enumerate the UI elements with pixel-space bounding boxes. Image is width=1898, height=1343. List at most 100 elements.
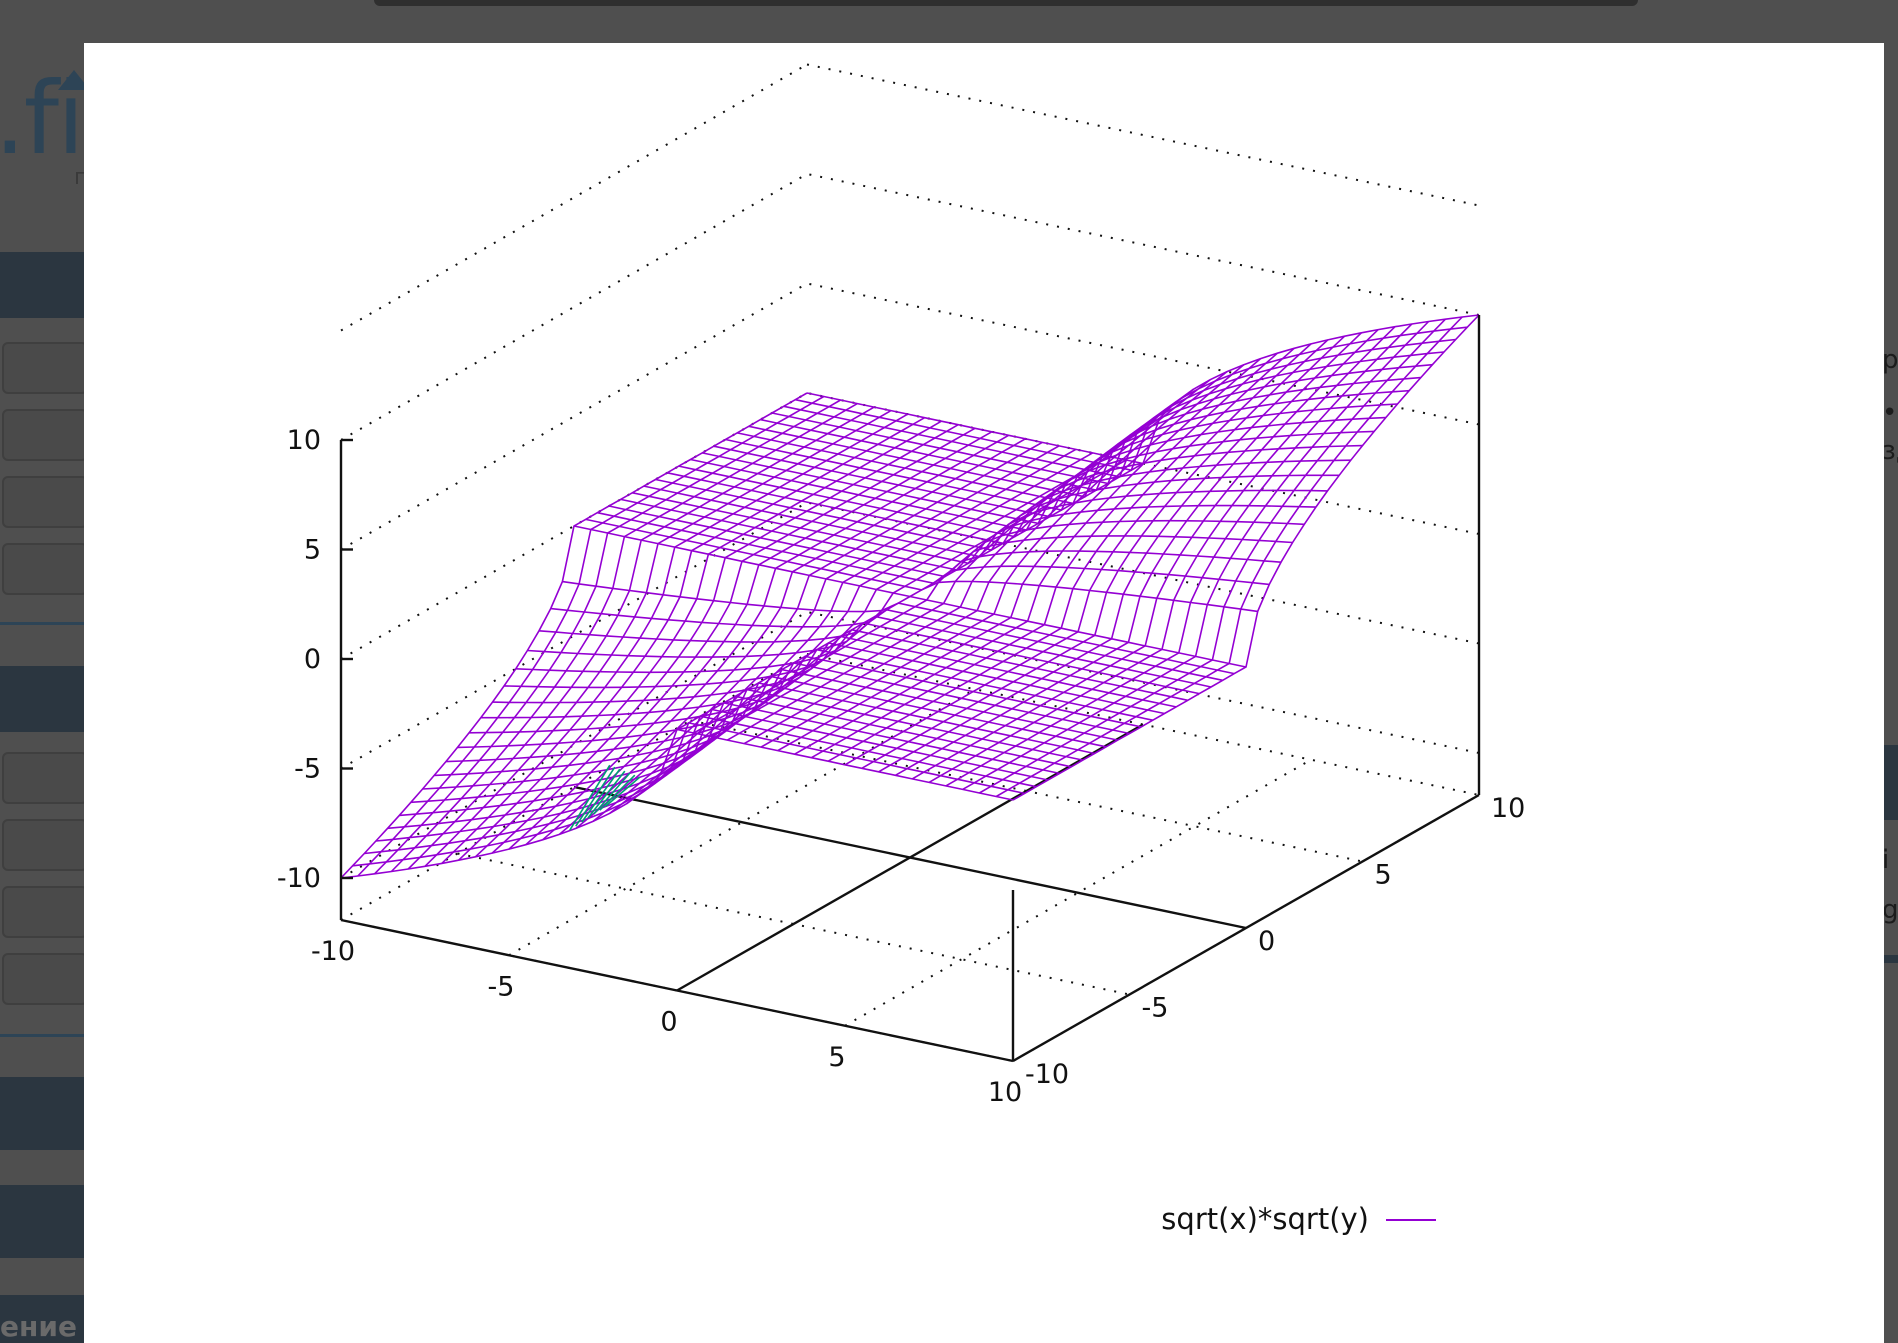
surface-isoline-y	[608, 505, 1282, 578]
surface-isoline-y	[585, 518, 1258, 613]
x-tick-label: -10	[311, 936, 355, 967]
surface-isoline-y	[795, 326, 1468, 472]
surface-isoline-y	[655, 478, 1328, 551]
sidebar-bottom-label: ение	[0, 1310, 77, 1343]
surface-isoline-y	[573, 525, 1247, 668]
sidebar-button[interactable]	[2, 543, 88, 595]
axis-line	[340, 918, 1014, 1063]
y-tick-label: 0	[1258, 926, 1275, 957]
right-page-text: i	[1882, 845, 1890, 875]
top-frame-edge	[340, 63, 808, 332]
surface-underside-line	[599, 774, 636, 811]
right-page-text: •	[1882, 398, 1898, 428]
sidebar-divider	[0, 622, 90, 625]
floor-gridline-x	[508, 688, 976, 957]
x-tick-label: -5	[488, 971, 515, 1002]
floor-gridline-x	[844, 758, 1312, 1027]
surface-isoline-x	[777, 364, 1245, 752]
z-tick-label: 0	[304, 644, 321, 675]
sidebar-section-header	[0, 252, 90, 318]
surface-isoline-y	[632, 492, 1305, 565]
floor-gridline-y	[690, 719, 1363, 863]
surface-isoline-y	[806, 314, 1480, 465]
surface-isoline-y	[748, 376, 1421, 498]
x-tick-label: 10	[988, 1077, 1022, 1108]
surface-isoline-y	[620, 498, 1293, 571]
sidebar-button[interactable]	[2, 409, 88, 461]
sidebar-section-header	[0, 1185, 90, 1258]
x-tick-label: 0	[660, 1007, 677, 1038]
surface-isoline-x	[861, 339, 1329, 769]
surface-isoline-x	[911, 329, 1379, 780]
surface-isoline-x	[827, 347, 1295, 762]
surface-underside-line	[569, 764, 611, 831]
right-page-text: р	[1882, 345, 1898, 375]
right-page-text: g	[1882, 895, 1898, 925]
surface-underside-line	[575, 766, 616, 827]
surface-isoline-y	[678, 459, 1351, 538]
y-tick-label: -10	[1025, 1059, 1069, 1090]
logo-arrow-icon	[58, 70, 90, 90]
surface-underside-line	[605, 776, 641, 807]
surface-isoline-x	[895, 332, 1362, 776]
surface-isoline-y	[667, 472, 1340, 545]
surface-isoline-x	[844, 343, 1312, 766]
surface-isoline-y	[725, 403, 1398, 511]
z-tick-label: 5	[304, 535, 321, 566]
sidebar-button[interactable]	[2, 342, 88, 394]
sidebar-button[interactable]	[2, 819, 88, 871]
surface-isoline-y	[771, 351, 1445, 485]
sidebar-divider	[0, 1034, 90, 1037]
x-tick-label: 5	[828, 1042, 845, 1073]
surface-isoline-x	[995, 316, 1463, 798]
surface-isoline-x	[340, 392, 808, 879]
z-tick-label: 10	[287, 425, 321, 456]
logo-subtitle: г	[74, 165, 86, 190]
surface-isoline-y	[760, 363, 1433, 492]
floor-gridline-x	[340, 653, 808, 921]
surface-isoline-x	[760, 370, 1228, 748]
right-divider	[1883, 955, 1898, 963]
surface-isoline-x	[1012, 314, 1480, 801]
sidebar-button[interactable]	[2, 886, 88, 938]
surface-isoline-x	[794, 357, 1262, 755]
surface-underside-line	[593, 772, 631, 815]
legend-label: sqrt(x)*sqrt(y)	[1161, 1202, 1369, 1236]
y-tick-label: 5	[1375, 860, 1392, 891]
surface-isoline-y	[643, 485, 1316, 558]
surface-isoline-y	[690, 444, 1363, 531]
sidebar-button[interactable]	[2, 476, 88, 528]
surface-isoline-x	[945, 323, 1413, 787]
surface-isoline-y	[713, 416, 1386, 518]
z-tick-label: -10	[277, 863, 321, 894]
surface-isoline-x	[978, 318, 1446, 794]
surface-isoline-y	[783, 338, 1456, 478]
lightbox-toolbar	[374, 0, 1638, 6]
floor-gridline-y	[806, 653, 1480, 796]
surface-underside-line	[587, 770, 626, 819]
floor-gridline-y	[573, 785, 1247, 930]
surface-isoline-y	[736, 389, 1410, 505]
floor-gridline-y	[457, 852, 1130, 996]
surface-mesh	[340, 314, 1480, 879]
surface-isoline-x	[928, 326, 1396, 784]
surface-isoline-x	[962, 320, 1430, 791]
axis-line	[1012, 793, 1480, 1063]
z-tick-label: -5	[294, 754, 321, 785]
legend: sqrt(x)*sqrt(y)	[1161, 1202, 1436, 1236]
surface-isoline-x	[878, 335, 1346, 773]
sidebar-section-header	[0, 666, 90, 732]
surface-isoline-y	[527, 622, 1200, 695]
sidebar-button[interactable]	[2, 953, 88, 1005]
surface-isoline-x	[811, 352, 1278, 759]
sidebar-section-header	[0, 1295, 90, 1343]
right-page-text: зд	[1882, 436, 1898, 466]
top-frame-edge	[806, 63, 1480, 207]
y-tick-label: 10	[1491, 793, 1525, 824]
sidebar-section-header	[0, 1077, 90, 1150]
sidebar-button[interactable]	[2, 752, 88, 804]
y-tick-label: -5	[1142, 993, 1169, 1024]
